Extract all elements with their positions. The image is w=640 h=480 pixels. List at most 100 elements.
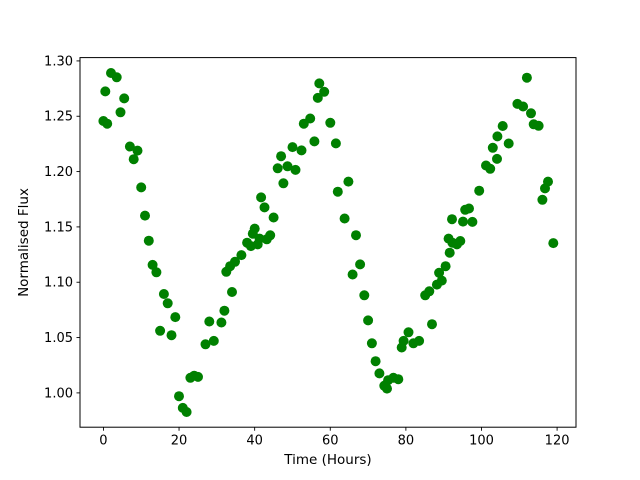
axes-border (79, 57, 577, 428)
scatter-point (521, 72, 532, 83)
scatter-point (181, 407, 192, 417)
scatter-point (359, 290, 370, 301)
scatter-point (330, 138, 341, 149)
scatter-point (115, 107, 126, 118)
scatter-point (259, 202, 270, 213)
scatter-point (492, 153, 502, 164)
scatter-point (151, 267, 162, 278)
scatter-point (249, 223, 260, 234)
scatter-point (119, 93, 130, 104)
scatter-point (219, 305, 230, 316)
scatter-point (319, 86, 330, 97)
scatter-point (355, 259, 366, 270)
scatter-point (393, 374, 404, 385)
x-tick-label: 120 (545, 434, 570, 449)
scatter-point (464, 203, 474, 214)
axis-ticks: 0 20 40 60 80 100 120 1.00 1.05 1.10 1.15 1.20 1.25 1… (44, 54, 569, 448)
scatter-point (166, 330, 177, 341)
scatter-point (366, 338, 377, 349)
scatter-point (503, 138, 514, 149)
y-tick-label: 1.05 (44, 331, 73, 346)
scatter-point (162, 298, 173, 309)
scatter-point (170, 312, 181, 323)
scatter-point (158, 289, 169, 299)
x-tick-label: 0 (99, 434, 107, 449)
scatter-point (455, 236, 466, 246)
scatter-point (332, 186, 343, 197)
scatter-point (276, 151, 287, 162)
scatter-point (458, 216, 468, 227)
scatter-point (370, 356, 381, 367)
x-tick-label: 100 (469, 434, 494, 449)
scatter-point (382, 383, 392, 394)
scatter-point (227, 287, 237, 297)
scatter-point (487, 142, 498, 153)
scatter-point (436, 275, 447, 286)
scatter-point (204, 316, 215, 327)
scatter-point (254, 233, 265, 244)
scatter-point (325, 117, 336, 128)
scatter-point (174, 391, 184, 402)
x-axis-label: Time (Hours) (283, 452, 371, 468)
scatter-point (268, 212, 279, 223)
x-tick-label: 60 (322, 434, 339, 449)
scatter-point (492, 131, 503, 142)
scatter-point (236, 250, 247, 261)
scatter-point (309, 136, 320, 147)
x-tick-label: 20 (171, 434, 188, 449)
scatter-point (414, 335, 425, 346)
scatter-point (363, 315, 374, 326)
scatter-point (230, 256, 240, 267)
scatter-point (208, 335, 219, 346)
scatter-point (447, 214, 457, 225)
scatter-point (200, 339, 211, 350)
x-tick-label: 40 (246, 434, 263, 449)
scatter-point (100, 86, 111, 97)
y-tick-label: 1.15 (44, 220, 73, 235)
scatter-point (193, 371, 203, 382)
scatter-point (128, 154, 139, 165)
scatter-point (102, 118, 113, 129)
scatter-point (296, 145, 307, 156)
scatter-point (347, 269, 358, 280)
scatter-point (314, 78, 325, 89)
scatter-point (474, 185, 485, 196)
scatter-point (444, 247, 455, 258)
scatter-point (485, 163, 496, 174)
scatter-point (256, 192, 267, 203)
y-tick-label: 1.30 (44, 54, 73, 69)
scatter-point (312, 92, 323, 103)
scatter-point (136, 182, 147, 193)
scatter-point (467, 216, 478, 227)
scatter-point (434, 267, 445, 278)
scatter-point (282, 161, 293, 172)
axes-background (80, 57, 576, 428)
scatter-point (537, 194, 548, 205)
scatter-point (374, 368, 385, 379)
scatter-point (351, 230, 361, 241)
scatter-point (132, 145, 143, 156)
y-axis-label: Normalised Flux (16, 188, 32, 297)
scatter-point (543, 176, 553, 187)
scatter-point (427, 319, 437, 330)
scatter-point (147, 259, 158, 270)
scatter-point (287, 142, 298, 153)
scatter-point (533, 120, 544, 131)
y-tick-label: 1.10 (44, 276, 73, 291)
scatter-point (111, 72, 122, 83)
scatter-point (424, 286, 435, 297)
y-tick-label: 1.20 (44, 165, 73, 180)
scatter-point (305, 113, 316, 124)
y-tick-label: 1.00 (44, 386, 73, 401)
scatter-point (548, 238, 559, 249)
y-tick-label: 1.25 (44, 110, 73, 125)
scatter-point (518, 101, 529, 112)
scatter-point (143, 235, 154, 246)
scatter-point (140, 210, 150, 221)
scatter-point (403, 327, 414, 338)
scatter-point (339, 213, 350, 224)
scatter-point (155, 325, 166, 336)
scatter-point (440, 261, 451, 272)
scatter-point (124, 141, 135, 152)
